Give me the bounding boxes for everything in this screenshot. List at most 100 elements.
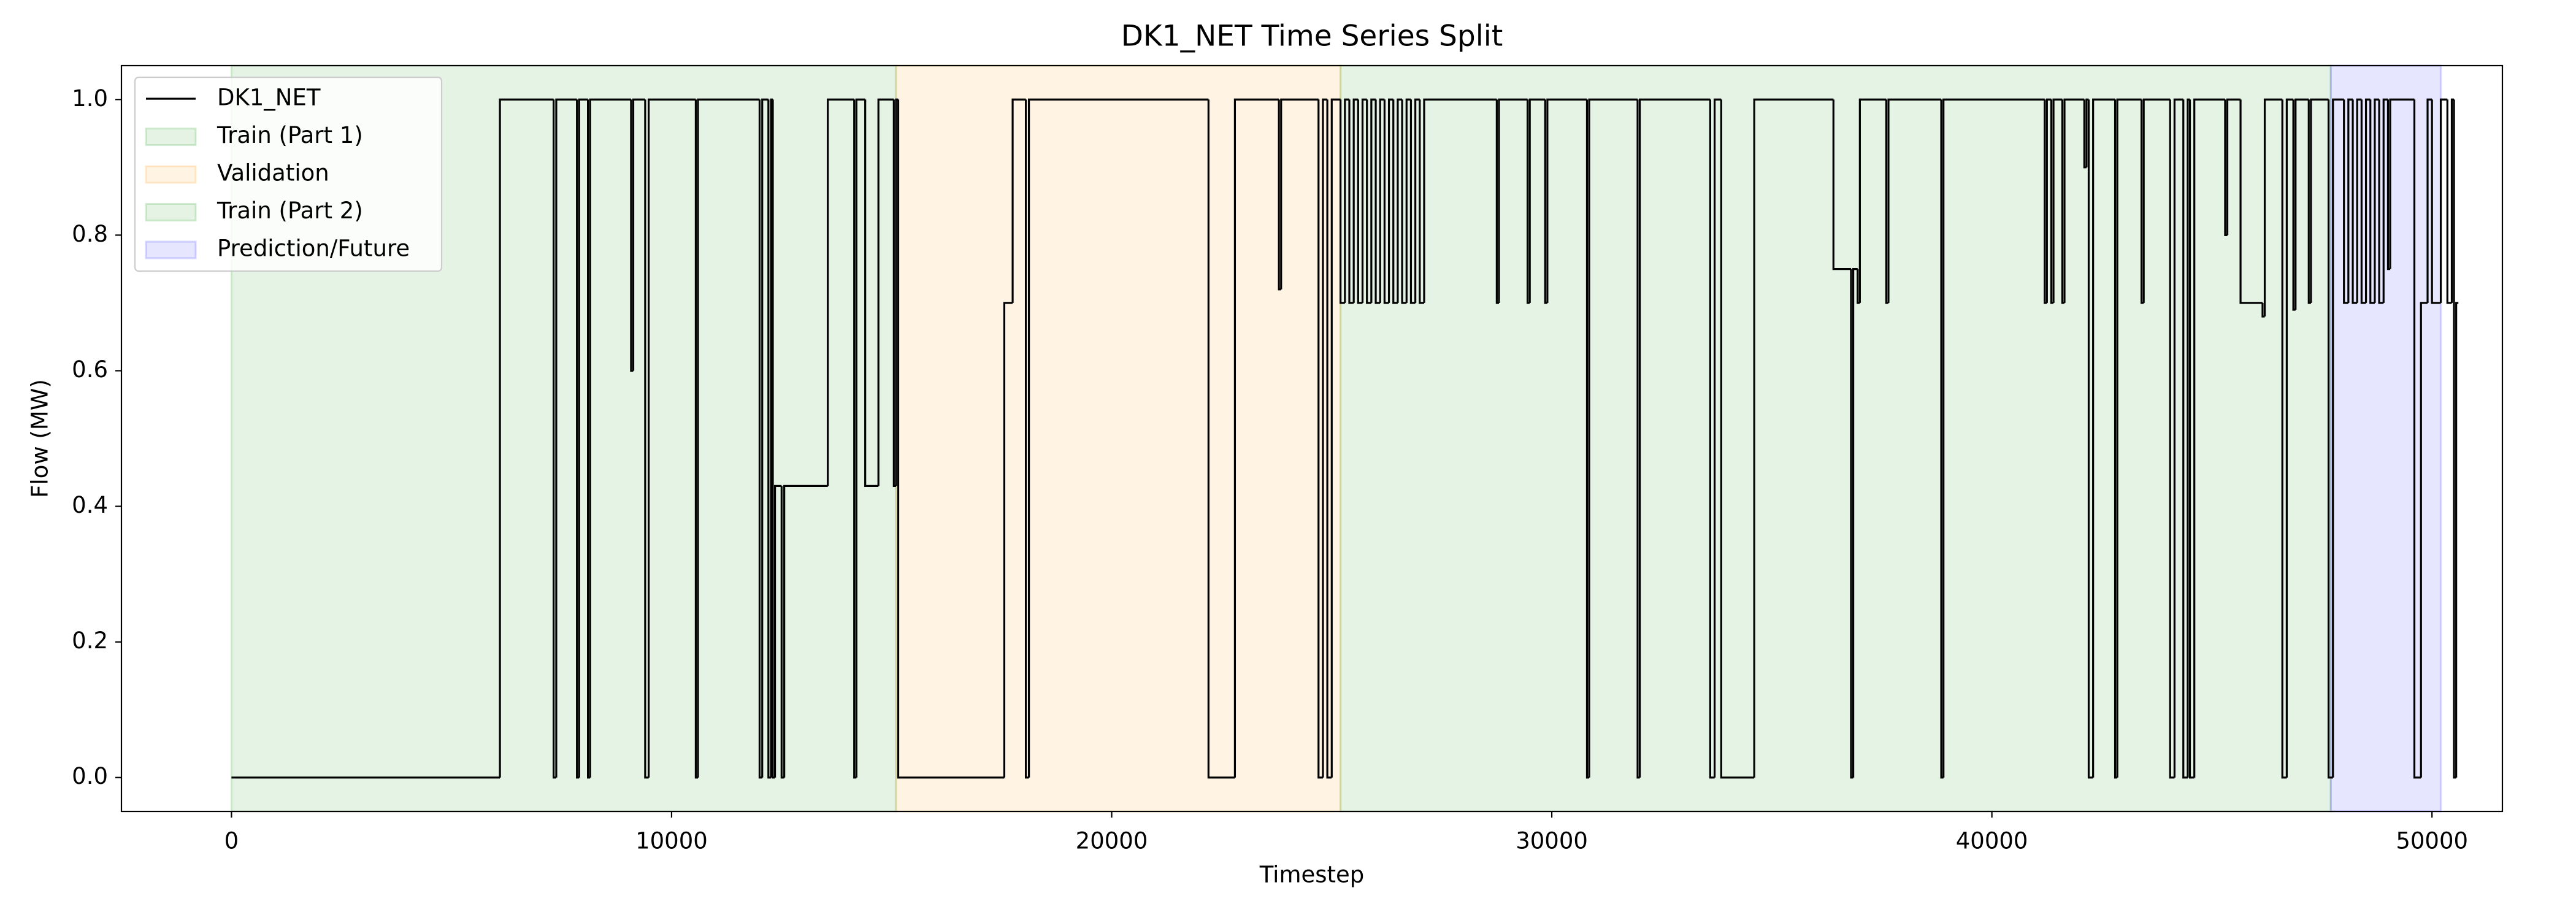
step-segment [576,99,580,779]
x-tick-label: 40000 [1956,828,2028,854]
legend-label: Prediction/Future [217,236,410,262]
step-segment [2173,98,2183,778]
step-segment [694,99,698,779]
x-tick-label: 10000 [635,828,708,854]
step-segment [1942,98,2045,778]
step-segment [1423,98,1497,303]
step-segment [783,485,828,778]
step-segment [2431,99,2441,304]
y-tick-label: 0.2 [72,627,108,654]
step-segment [2332,98,2344,778]
step-segment [773,485,782,778]
step-segment [2052,98,2063,303]
step-segment [2188,99,2195,779]
step-segment [1887,98,1942,303]
step-segment [2455,302,2459,778]
x-tick-label: 50000 [2396,828,2468,854]
step-segment [2092,98,2115,778]
step-segment [1852,268,1858,778]
step-segment [2413,99,2421,779]
step-segment [897,99,1005,779]
step-segment [780,486,784,779]
step-segment [632,98,645,371]
step-segment [1322,98,1328,778]
step-segment [1498,98,1528,303]
step-segment [2420,302,2428,778]
step-segment [630,99,634,372]
step-segment [2239,99,2263,304]
step-segment [1397,98,1403,303]
step-segment [2142,98,2171,303]
step-segment [2114,99,2118,779]
step-segment [1370,98,1376,303]
step-segment [1330,98,1341,778]
step-segment [2285,98,2294,778]
step-segment [1383,99,1389,304]
step-segment [1709,99,1715,779]
step-segment [1858,98,1887,303]
step-segment [1753,98,1834,778]
step-segment [1546,98,1587,303]
legend-swatch [145,240,197,259]
step-segment [2169,99,2175,779]
step-segment [1352,98,1359,303]
legend-swatch [145,203,197,221]
y-tick-label: 1.0 [72,85,108,112]
x-axis-label: Timestep [1259,862,1365,888]
step-segment [827,98,854,486]
step-segment [1636,99,1640,779]
y-tick-label: 0.8 [72,221,108,247]
step-segment [1940,99,1944,779]
step-segment [2382,98,2388,303]
x-tick-label: 0 [224,828,239,854]
step-segment [555,98,577,778]
span-region [2329,64,2442,813]
step-segment [1585,99,1590,779]
step-segment [1003,302,1013,778]
step-segment [1348,99,1354,304]
step-segment [1850,269,1853,779]
step-segment [1720,99,1755,779]
legend-label: DK1_NET [217,85,321,111]
step-segment [2224,99,2228,236]
step-segment [2356,98,2362,303]
step-segment [2343,99,2348,304]
step-segment [2347,98,2353,303]
step-segment [1528,98,1546,303]
step-segment [1588,98,1638,778]
legend-swatch [145,165,197,184]
step-segment [1024,99,1029,779]
step-segment [2045,98,2052,303]
step-segment [758,99,762,779]
step-segment [2281,99,2287,779]
plot-area: 0 10000 20000 30000 40000 50000 0.0 0.2 0.4 0.6 0.… [72,64,2504,854]
y-tick-label: 0.4 [72,492,108,518]
step-segment [761,98,769,778]
y-axis-label: Flow (MW) [27,379,53,498]
step-segment [1379,98,1385,303]
step-segment [2182,99,2188,779]
step-segment [2453,99,2456,779]
step-segment [767,99,772,779]
step-segment [2446,99,2452,304]
step-segment [499,98,554,778]
step-segment [1326,99,1332,779]
step-segment [1344,98,1349,303]
step-segment [697,98,760,778]
step-segment [1361,98,1367,303]
step-segment [2292,99,2296,311]
step-segment [2360,99,2366,304]
step-segment [587,99,591,779]
step-segment [2063,98,2085,303]
step-segment [644,99,649,779]
step-segment [2263,98,2283,317]
step-segment [648,98,696,778]
step-segment [2389,98,2415,269]
legend-label: Train (Part 1) [217,122,363,148]
step-segment [2439,98,2448,303]
step-segment [1357,99,1363,304]
step-segment [1713,98,1722,778]
step-segment [1419,99,1424,304]
axes-frame [120,64,2504,813]
